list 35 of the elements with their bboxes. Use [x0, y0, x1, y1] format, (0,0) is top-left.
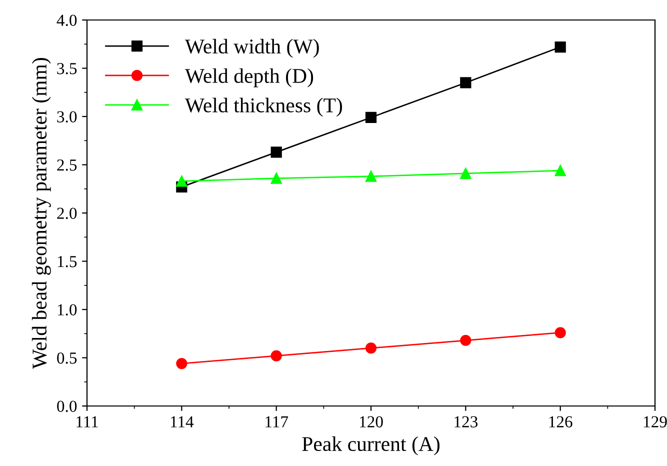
y-tick-label: 1.5 [58, 256, 77, 268]
point [176, 176, 188, 187]
point [554, 41, 566, 53]
y-tick-label: 3.5 [57, 62, 77, 74]
point [270, 172, 282, 184]
point [554, 327, 566, 338]
legend-label: Weld width (W) [184, 38, 319, 58]
legend-label: Weld depth (D) [184, 68, 314, 88]
point [460, 334, 472, 346]
y-tick-label: 0.5 [57, 352, 77, 364]
point [270, 350, 282, 362]
y-tick-label: 3.0 [57, 111, 77, 123]
x-axis-title: Peak current (A) [302, 436, 440, 456]
y-axis-title: Weld bead geometry parameter (mm) [32, 58, 51, 369]
y-tick-label: 0.0 [57, 400, 77, 412]
x-tick-label: 114 [170, 416, 194, 428]
point [365, 342, 377, 354]
x-tick-label: 129 [644, 416, 667, 428]
point [460, 168, 472, 179]
x-tick-label: 126 [549, 416, 572, 428]
point [554, 164, 566, 176]
y-tick-label: 2.5 [57, 159, 77, 171]
x-tick-label: 111 [76, 416, 98, 428]
point [365, 112, 377, 124]
y-tick-label: 1.0 [58, 304, 77, 316]
x-tick-label: 123 [454, 416, 478, 428]
x-tick-label: 120 [360, 416, 383, 428]
point [270, 146, 282, 158]
legend-label: Weld thickness (T) [184, 98, 342, 117]
y-tick-label: 4.0 [56, 14, 77, 26]
point [365, 170, 377, 182]
y-tick-label: 2.0 [57, 208, 77, 220]
point [176, 358, 188, 370]
x-tick-label: 117 [266, 416, 288, 428]
point [460, 77, 472, 88]
